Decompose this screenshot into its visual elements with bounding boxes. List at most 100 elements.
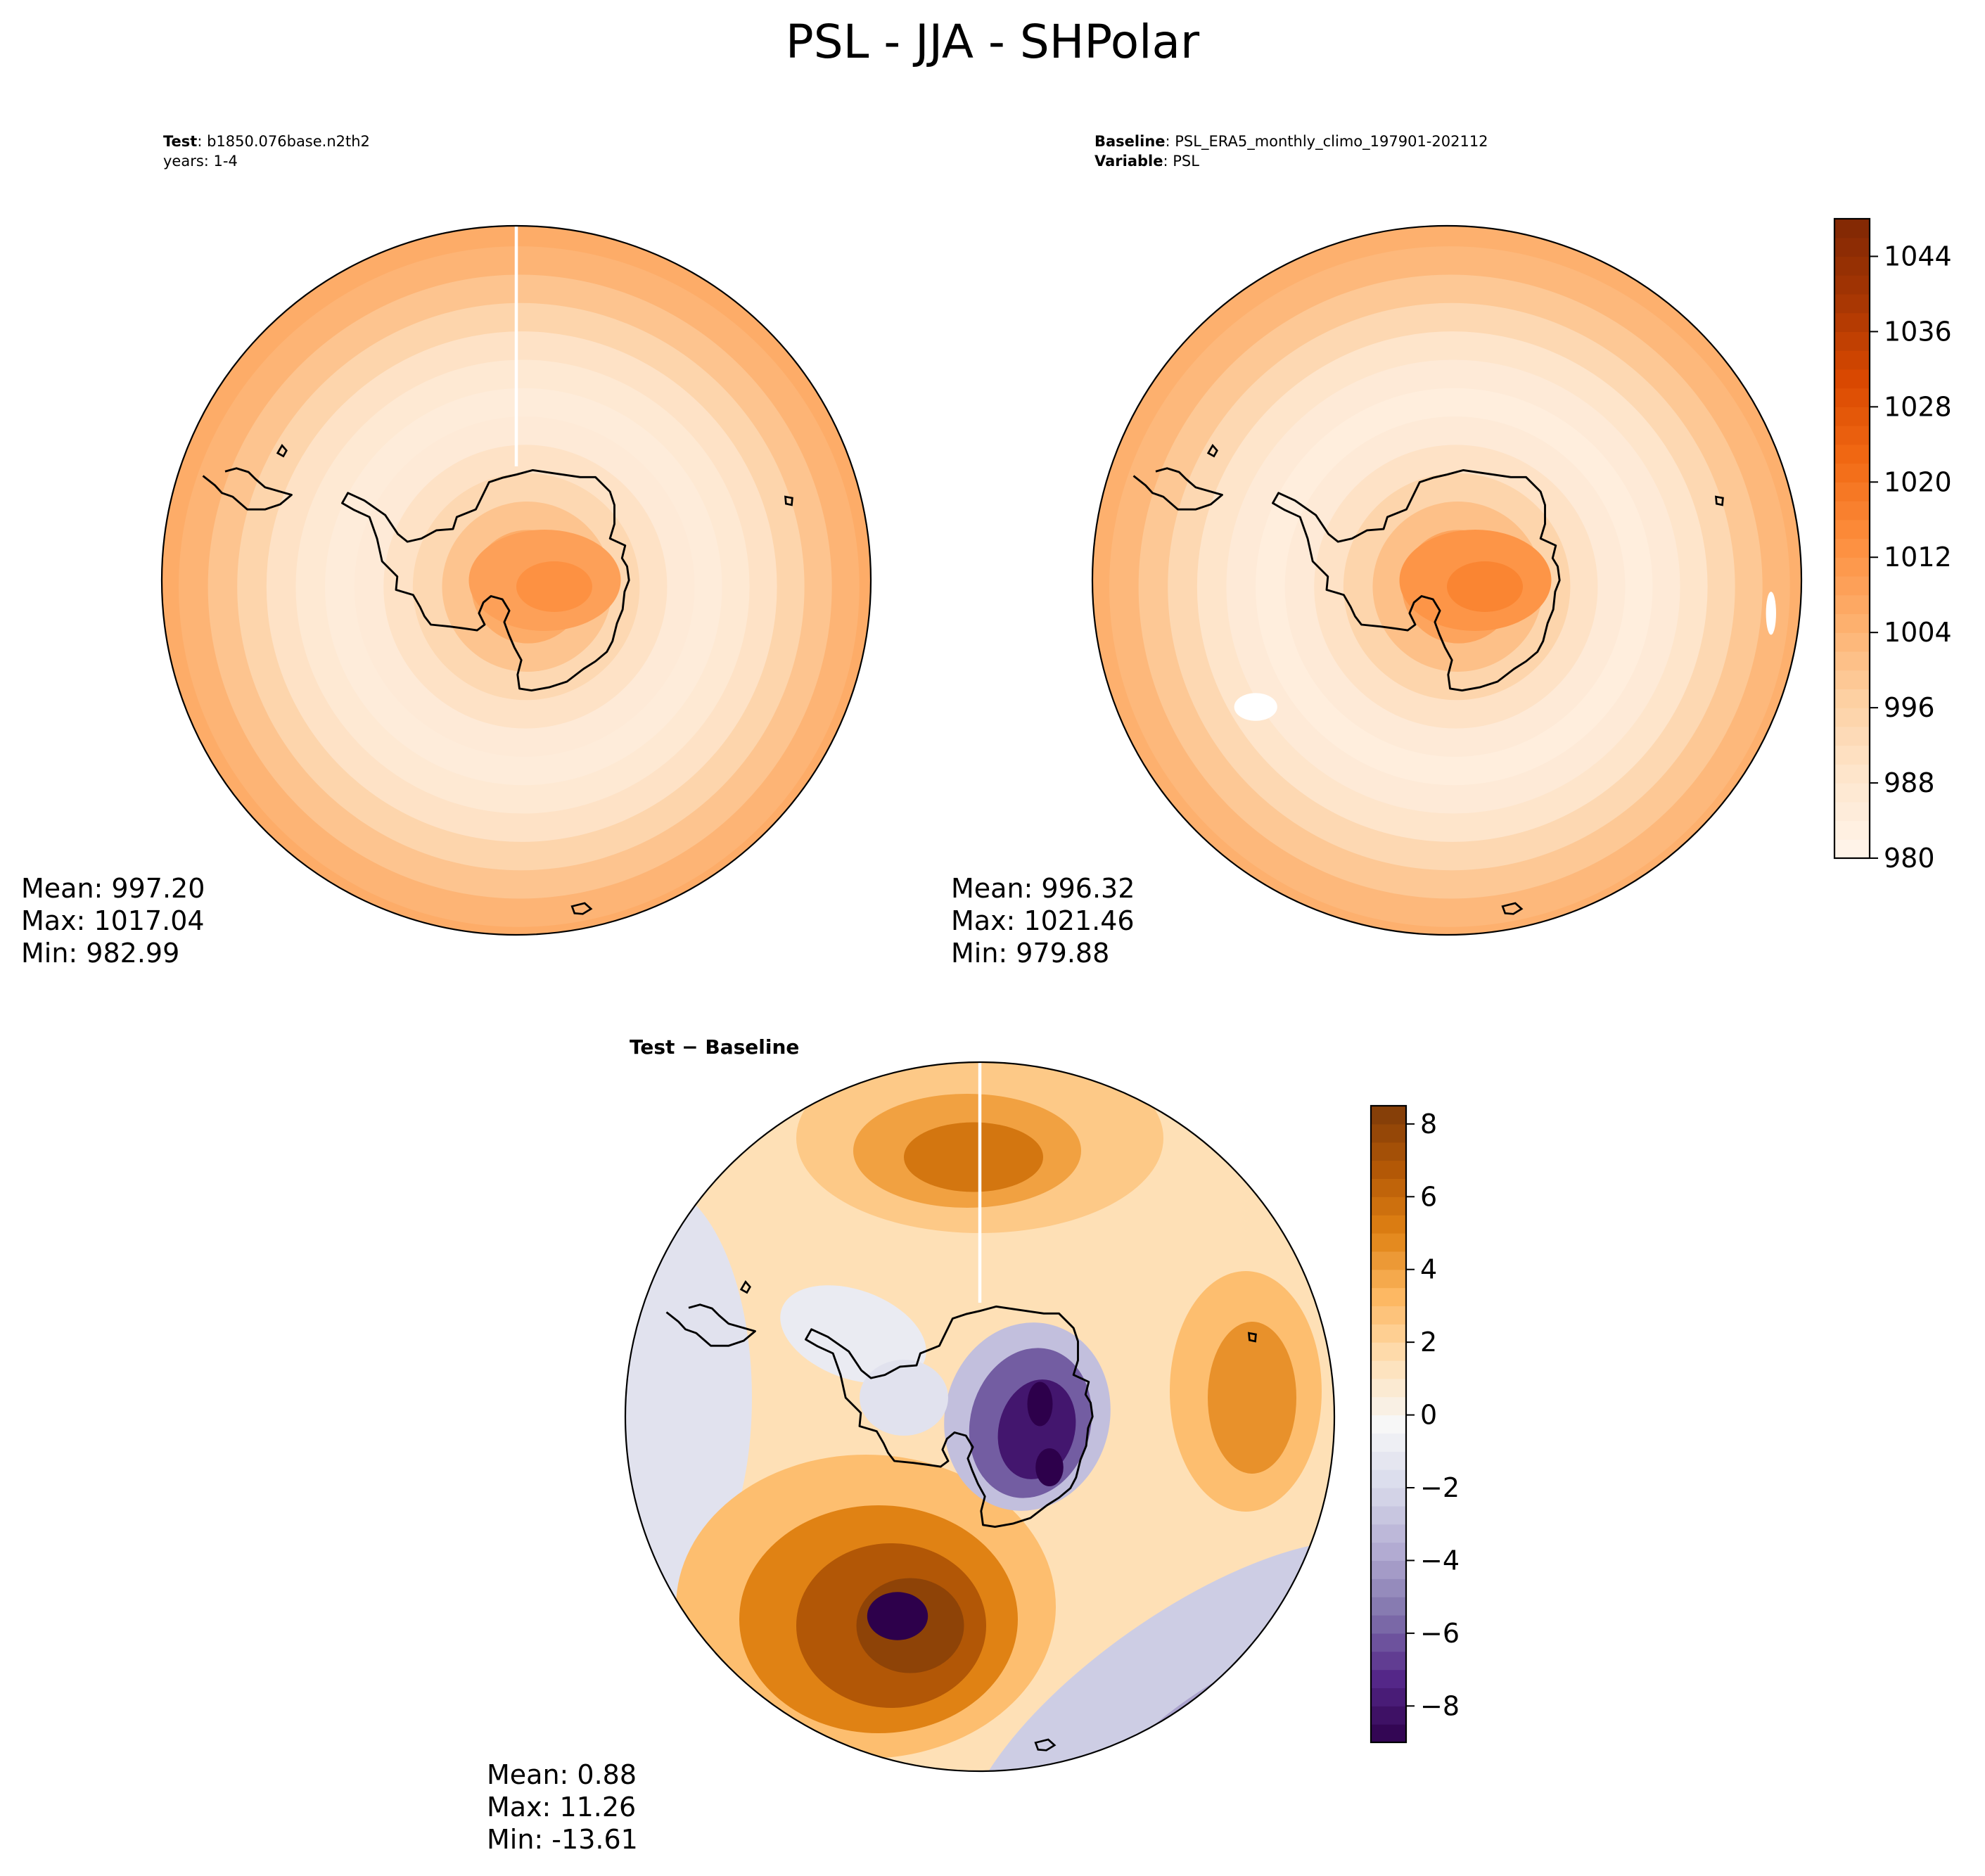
colorbar-segment [1834,538,1870,558]
colorbar-segment [1371,1269,1406,1289]
antarctica-coastline [805,1305,1094,1529]
test-stat-min: Min: 982.99 [21,938,179,969]
difference-anomaly [860,1360,948,1436]
colorbar-segment [1371,1215,1406,1234]
baseline-header-line2: Variable: PSL [1094,153,1199,170]
difference-map [624,1061,1336,1773]
colorbar-segment [1834,670,1870,689]
colorbar-segment [1371,1142,1406,1161]
difference-anomaly [904,1122,1043,1192]
colorbar-segment [1371,1524,1406,1543]
colorbar-segment [1834,237,1870,257]
colorbar-segment [1371,1106,1406,1125]
colorbar-segment [1371,1505,1406,1525]
colorbar-segment [1834,820,1870,840]
colorbar-segment [1834,783,1870,803]
colorbar-tick-label: 1028 [1884,391,1952,422]
antarctica-coastline [1272,468,1561,692]
colorbar-segment [1371,1724,1406,1743]
colorbar-segment [1371,1396,1406,1416]
map-boundary [624,1061,1336,1773]
colorbar-segment [1834,708,1870,727]
colorbar-segment [1834,726,1870,746]
difference-stat-max: Max: 11.26 [487,1792,636,1823]
test-stat-mean: Mean: 997.20 [21,873,205,904]
test-header-years: years: 1-4 [163,153,238,170]
colorbar-segment [1834,575,1870,596]
baseline-header-variable-label: Variable [1094,153,1163,170]
colorbar-segment [1371,1415,1406,1434]
colorbar-segment [1371,1306,1406,1325]
colorbar-segment [1834,369,1870,389]
colorbar-tick-label: 1004 [1884,617,1952,648]
colorbar-segment [1371,1324,1406,1343]
colorbar-segment [1371,1651,1406,1671]
colorbar-segment [1371,1251,1406,1270]
colorbar-tick-label: 996 [1884,692,1935,723]
colorbar-segment [1834,293,1870,314]
plateau-core [1447,561,1523,612]
colorbar-segment [1834,275,1870,295]
baseline-header-case: : PSL_ERA5_monthly_climo_197901-202112 [1166,133,1488,151]
map-boundary [160,224,872,936]
colorbar-frame [1833,217,1871,860]
colorbar-tick-label: 980 [1884,843,1935,874]
baseline-header-line1: Baseline: PSL_ERA5_monthly_climo_197901-… [1094,133,1488,151]
plateau-core [516,561,592,612]
colorbar-tick-label: −2 [1420,1472,1460,1503]
colorbar-segment [1371,1560,1406,1579]
colorbar-tick-label: 2 [1420,1327,1437,1358]
colorbar-segment [1371,1615,1406,1634]
island-coastline [276,443,288,458]
test-header-case: : b1850.076base.n2th2 [197,133,370,150]
island-coastline [739,1280,751,1294]
test-stat-max: Max: 1017.04 [21,905,205,936]
difference-anomaly [625,1182,752,1613]
difference-panel: Test − Baseline Mean: 0.88 Max: 11.26 Mi… [487,1035,1460,1855]
colorbar-segment [1371,1469,1406,1488]
difference-anomaly [1035,1448,1064,1486]
difference-anomaly [867,1592,928,1640]
island-coastline [1034,1738,1057,1751]
difference-anomaly [1027,1382,1053,1427]
difference-stat-mean: Mean: 0.88 [487,1759,637,1790]
baseline-header-variable: : PSL [1163,153,1199,170]
colorbar-segment [1371,1542,1406,1562]
colorbar-segment [1834,256,1870,276]
island-coastline [1714,495,1724,506]
colorbar-segment [1834,632,1870,652]
island-coastline [1247,1332,1257,1343]
colorbar-tick-label: 4 [1420,1254,1437,1285]
colorbar-tick-label: 988 [1884,767,1935,798]
difference-header: Test − Baseline [630,1035,799,1059]
colorbar-tick-label: 1036 [1884,316,1952,347]
colorbar-segment [1834,764,1870,784]
south-america-coastline [1132,467,1223,511]
colorbar-tick-label: 1020 [1884,466,1952,497]
difference-anomaly [780,1285,926,1384]
island-coastline [1501,902,1524,915]
colorbar-segment [1834,594,1870,615]
colorbar-segment [1834,350,1870,370]
colorbar-segment [1834,801,1870,822]
colorbar-segment [1834,426,1870,445]
south-america-coastline [665,1303,756,1347]
colorbar-segment [1371,1433,1406,1452]
colorbar-segment [1834,839,1870,859]
colorbar-segment [1834,388,1870,407]
baseline-stat-min: Min: 979.88 [951,938,1109,969]
colorbar-segment [1371,1706,1406,1725]
map-boundary [1091,224,1803,936]
colorbar-segment [1371,1669,1406,1689]
colorbar-segment [1834,219,1870,238]
colorbar-segment [1371,1287,1406,1307]
difference-anomaly [1177,1714,1327,1771]
colorbar-segment [1371,1160,1406,1180]
island-coastline [1206,443,1218,458]
colorbar-segment [1371,1578,1406,1597]
colorbar-tick-label: 6 [1420,1181,1437,1212]
colorbar-segment [1371,1360,1406,1379]
island-coastline [784,495,793,506]
baseline-stat-mean: Mean: 996.32 [951,873,1135,904]
difference-stat-min: Min: -13.61 [487,1824,638,1855]
